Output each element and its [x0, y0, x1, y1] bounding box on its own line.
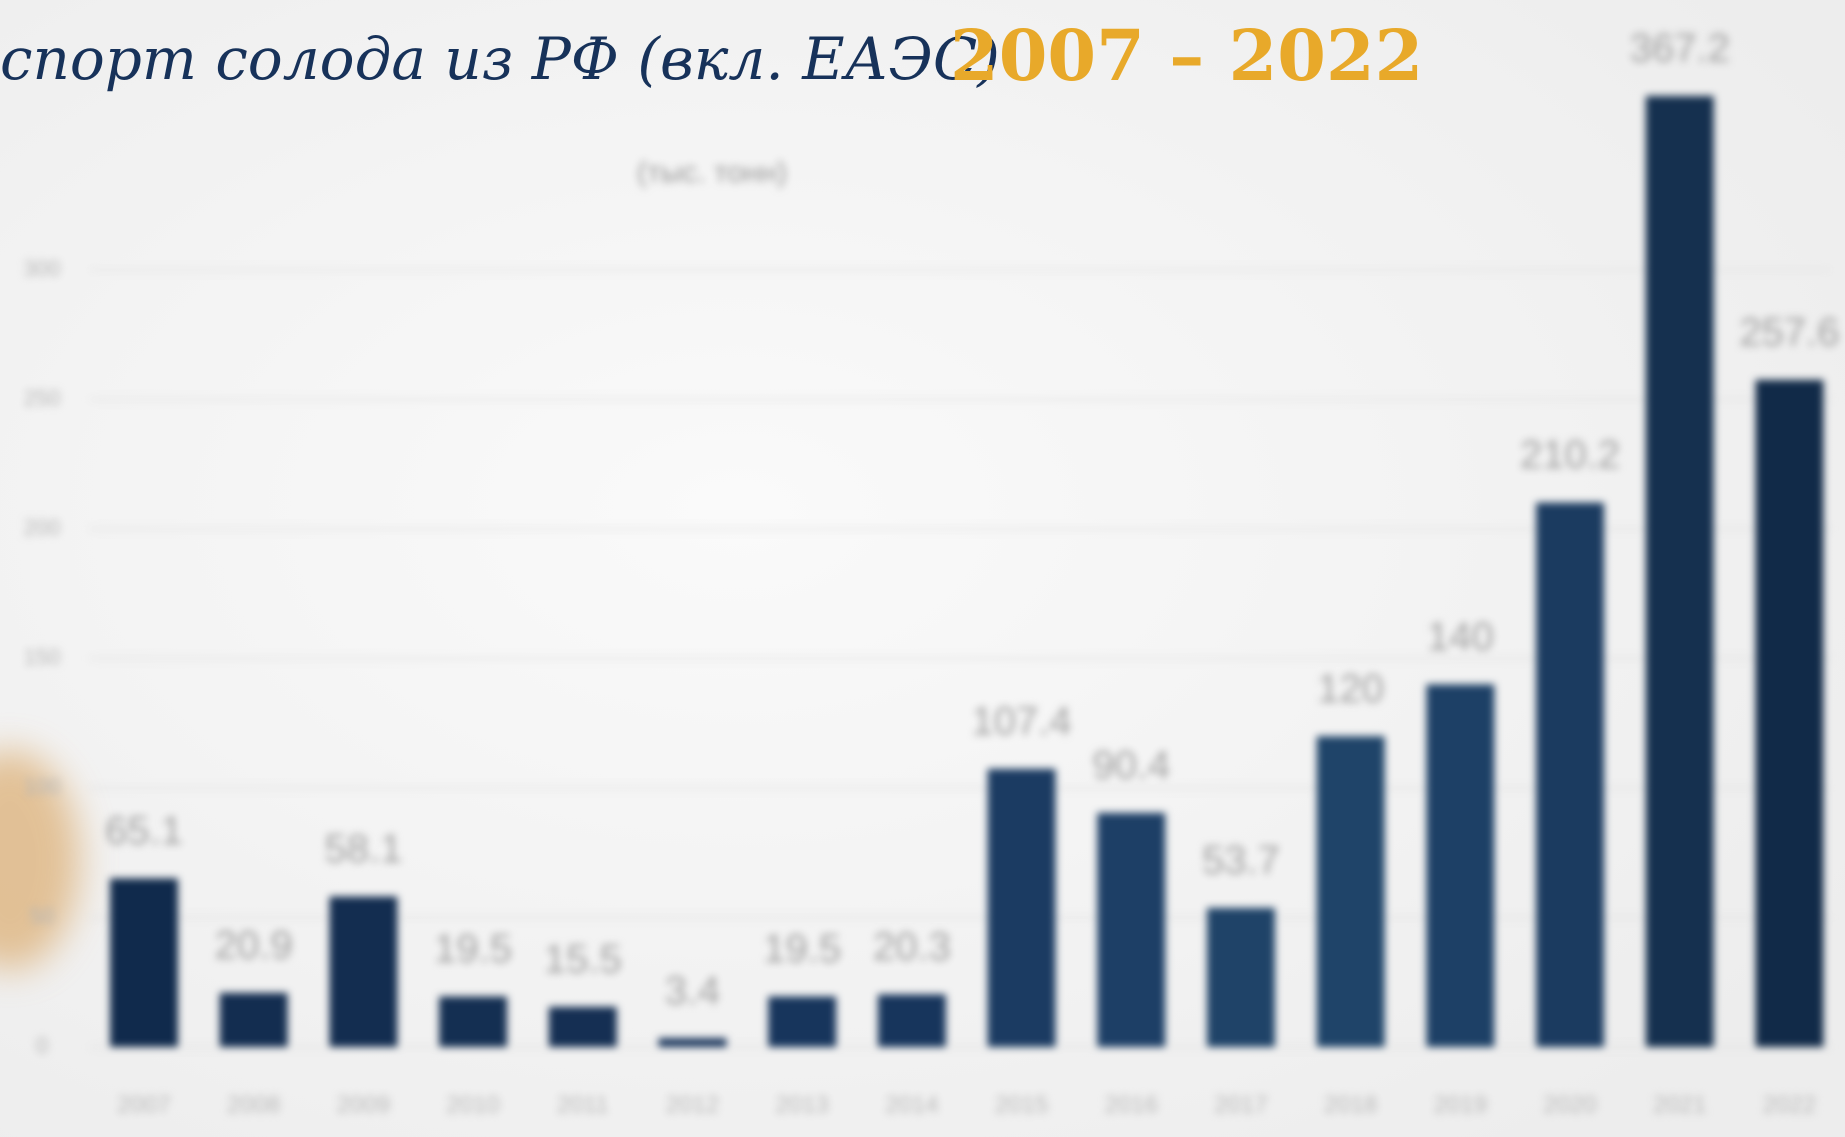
x-tick-label: 2019	[1434, 1091, 1487, 1118]
value-label: 15.5	[544, 937, 622, 981]
value-label: 107.4	[972, 699, 1072, 743]
value-label: 367.2	[1630, 27, 1730, 71]
x-tick-label: 2021	[1653, 1091, 1706, 1118]
decoration	[0, 750, 80, 970]
bar	[329, 896, 398, 1047]
bar	[1536, 502, 1605, 1047]
bar	[1097, 812, 1166, 1047]
value-label: 140	[1427, 615, 1494, 659]
bar	[768, 996, 837, 1047]
value-label: 90.4	[1092, 743, 1170, 787]
x-tick-label: 2010	[446, 1091, 499, 1118]
chart-title-years: 2007 – 2022	[950, 14, 1423, 97]
plot: 0 50 100 150 200 250 300 2007 65.1 2008 20.9 2009 58…	[24, 27, 1840, 1119]
bar	[439, 996, 508, 1047]
x-tick-label: 2011	[557, 1091, 609, 1118]
value-label: 20.3	[873, 925, 951, 969]
x-tick-label: 2009	[337, 1091, 390, 1118]
x-tick-label: 2018	[1324, 1091, 1377, 1118]
bar	[110, 878, 178, 1047]
value-label: 58.1	[324, 827, 402, 871]
y-tick-label: 250	[24, 385, 61, 410]
value-label: 120	[1317, 667, 1384, 711]
value-label: 3.4	[665, 969, 721, 1013]
y-tick-label: 150	[24, 644, 61, 669]
bar	[1755, 379, 1824, 1047]
bar	[1426, 684, 1495, 1047]
x-tick-label: 2013	[776, 1091, 829, 1118]
value-label: 53.7	[1202, 838, 1280, 882]
bar	[1316, 736, 1385, 1047]
bar	[987, 768, 1056, 1047]
bar	[658, 1038, 727, 1047]
value-label: 210.2	[1520, 433, 1620, 477]
x-tick-label: 2017	[1214, 1091, 1267, 1118]
value-label: 19.5	[763, 927, 841, 971]
x-tick-label: 2007	[117, 1091, 170, 1118]
x-tick-label: 2014	[885, 1091, 938, 1118]
x-tick-label: 2022	[1763, 1091, 1816, 1118]
bar	[1207, 907, 1275, 1047]
value-label: 19.5	[434, 927, 512, 971]
bar	[1645, 95, 1714, 1047]
y-tick-label: 50	[30, 903, 54, 928]
value-label: 65.1	[105, 809, 183, 853]
y-tick-label: 0	[36, 1033, 48, 1058]
bar	[877, 994, 946, 1047]
x-tick-label: 2016	[1105, 1091, 1158, 1118]
value-label: 257.6	[1739, 310, 1839, 354]
x-tick-label: 2020	[1543, 1091, 1596, 1118]
bar	[219, 992, 288, 1047]
y-tick-label: 200	[24, 515, 61, 540]
x-tick-label: 2008	[227, 1091, 280, 1118]
bar	[548, 1006, 617, 1047]
chart-title: спорт солода из РФ (вкл. ЕАЭС)	[0, 25, 1000, 93]
x-tick-label: 2012	[666, 1091, 719, 1118]
y-tick-label: 100	[24, 774, 61, 799]
value-label: 20.9	[215, 923, 293, 967]
chart-subtitle: (тыс. тонн)	[637, 156, 787, 189]
y-tick-label: 300	[24, 256, 61, 281]
x-tick-label: 2015	[995, 1091, 1048, 1118]
